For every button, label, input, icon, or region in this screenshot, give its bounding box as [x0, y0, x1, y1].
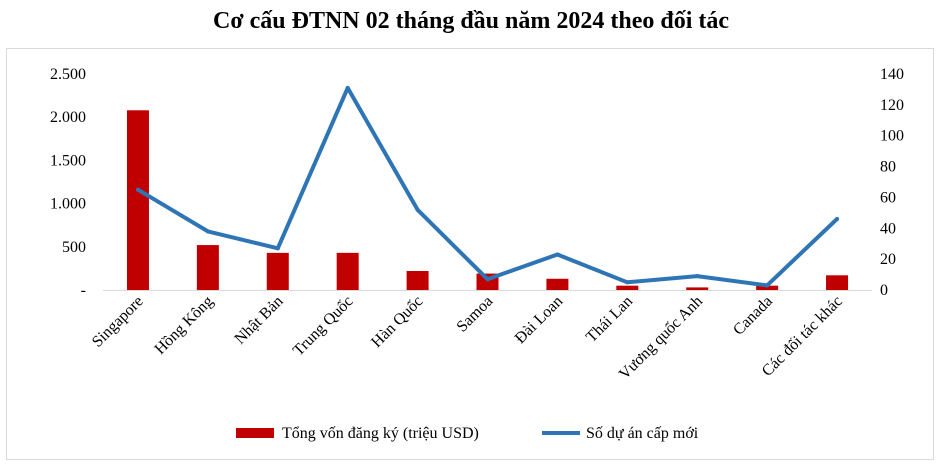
bar [686, 287, 709, 290]
y-right-tick-label: 60 [880, 189, 896, 206]
y-right-tick-label: 0 [880, 282, 888, 299]
y-right-tick-label: 140 [880, 66, 904, 83]
x-tick-label: Đài Loan [512, 293, 566, 347]
x-tick-label: Samoa [454, 293, 497, 336]
bar [756, 285, 779, 290]
y-left-tick-label: 1.500 [50, 152, 86, 169]
y-left-tick-label: 500 [62, 239, 86, 256]
x-tick-label: Hàn Quốc [368, 293, 426, 351]
chart-frame [6, 48, 934, 460]
line-point [275, 246, 280, 251]
bar [546, 278, 569, 290]
bar [126, 110, 149, 291]
bar [196, 245, 219, 290]
line-point [765, 283, 770, 288]
bar [616, 285, 639, 290]
line-point [205, 229, 210, 234]
line-point [555, 252, 560, 257]
line-point [625, 280, 630, 285]
bar [406, 270, 429, 290]
bar [336, 252, 359, 290]
x-tick-label: Thái Lan [583, 293, 636, 346]
y-right-tick-label: 100 [880, 128, 904, 145]
y-right-tick-label: 120 [880, 97, 904, 114]
line-point [135, 187, 140, 192]
x-tick-label: Hồng Kông [152, 293, 217, 358]
y-left-tick-label: - [81, 282, 86, 299]
bar [266, 252, 289, 290]
legend-swatch-bar [236, 428, 274, 438]
series-line [136, 85, 839, 288]
line-point [415, 207, 420, 212]
y-right-tick-label: 40 [880, 220, 896, 237]
legend-label-line: Số dự án cấp mới [586, 425, 699, 442]
line-point [835, 217, 840, 222]
x-tick-label: Trung Quốc [290, 293, 357, 360]
x-tick-label: Singapore [89, 293, 147, 351]
bar [826, 275, 849, 290]
y-right-tick-label: 80 [880, 159, 896, 176]
y-right-tick-label: 20 [880, 251, 896, 268]
y-left-tick-label: 2.000 [50, 109, 86, 126]
legend-label-bar: Tổng vốn đăng ký (triệu USD) [282, 425, 479, 442]
line-point [485, 277, 490, 282]
x-tick-label: Nhật Bản [232, 293, 287, 348]
line-point [345, 85, 350, 90]
x-tick-label: Canada [730, 293, 776, 339]
line-point [695, 274, 700, 279]
y-left-tick-label: 2.500 [50, 66, 86, 83]
y-left-tick-label: 1.000 [50, 196, 86, 213]
chart-title: Cơ cấu ĐTNN 02 tháng đầu năm 2024 theo đ… [213, 8, 729, 34]
